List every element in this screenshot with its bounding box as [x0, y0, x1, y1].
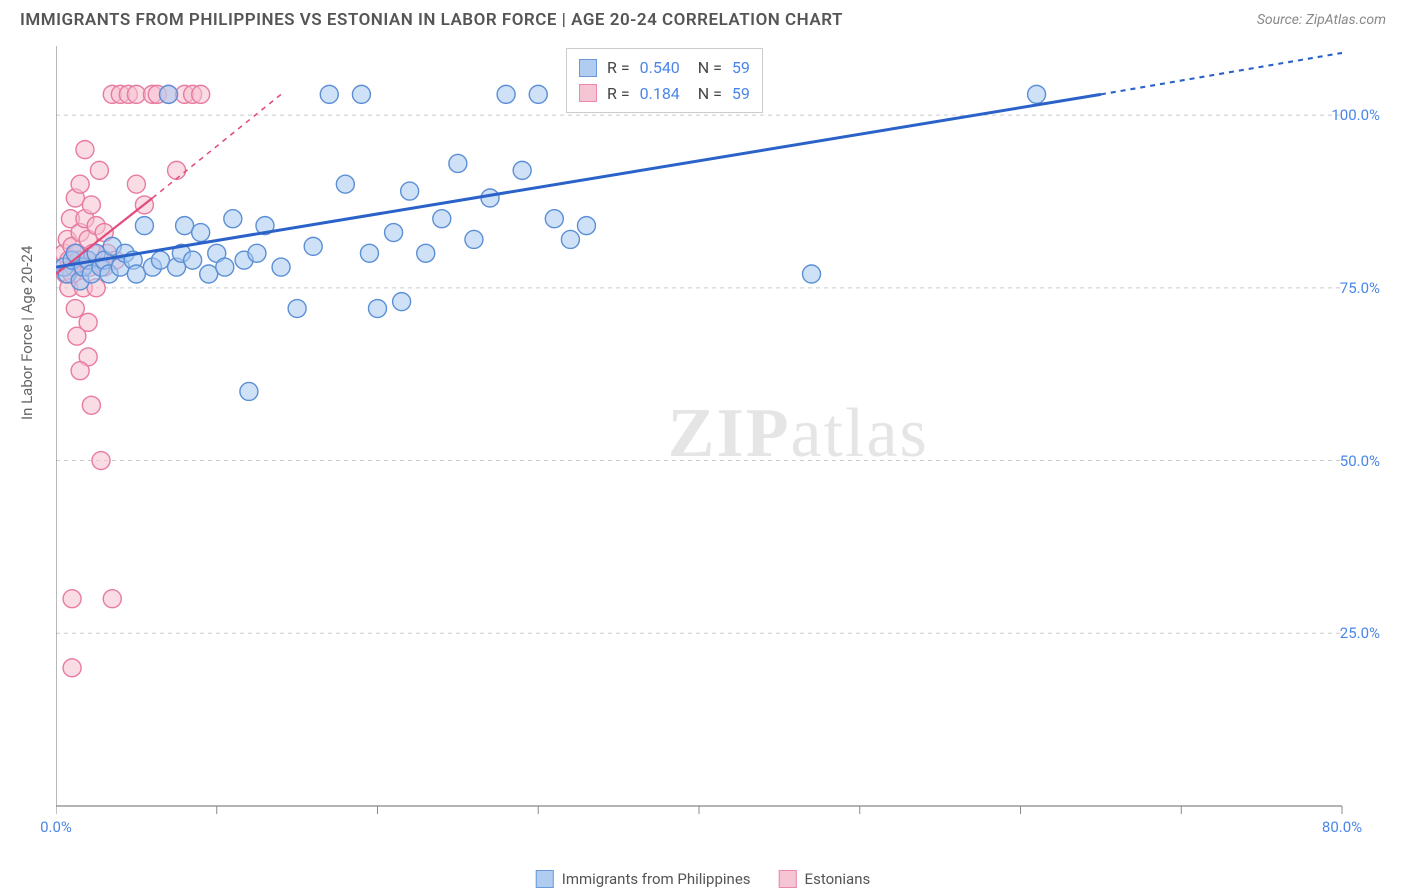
- stat-label-r: R =: [607, 81, 630, 107]
- legend-label-pink: Estonians: [805, 870, 871, 888]
- correlation-stats-box: R = 0.540 N = 59 R = 0.184 N = 59: [566, 48, 763, 113]
- y-tick-label: 25.0%: [1340, 624, 1380, 642]
- y-tick-label: 75.0%: [1340, 279, 1380, 297]
- y-tick-label: 50.0%: [1340, 452, 1380, 470]
- x-tick-label: 80.0%: [1322, 818, 1362, 836]
- swatch-pink: [579, 84, 597, 102]
- stats-row-pink: R = 0.184 N = 59: [579, 81, 750, 107]
- legend-swatch-blue: [536, 870, 554, 888]
- legend-item-pink: Estonians: [779, 870, 871, 888]
- page-title: IMMIGRANTS FROM PHILIPPINES VS ESTONIAN …: [20, 10, 843, 30]
- stat-n-pink: 59: [732, 81, 750, 107]
- stat-label-n: N =: [690, 81, 722, 107]
- legend-label-blue: Immigrants from Philippines: [562, 870, 751, 888]
- y-axis-label: In Labor Force | Age 20-24: [18, 246, 36, 420]
- scatter-plot: [56, 46, 1386, 836]
- legend-swatch-pink: [779, 870, 797, 888]
- swatch-blue: [579, 59, 597, 77]
- y-tick-label: 100.0%: [1331, 106, 1380, 124]
- legend: Immigrants from Philippines Estonians: [536, 870, 871, 888]
- x-tick-label: 0.0%: [40, 818, 72, 836]
- stats-row-blue: R = 0.540 N = 59: [579, 55, 750, 81]
- stat-label-n: N =: [690, 55, 722, 81]
- source-attribution: Source: ZipAtlas.com: [1257, 12, 1386, 28]
- legend-item-blue: Immigrants from Philippines: [536, 870, 751, 888]
- stat-n-blue: 59: [732, 55, 750, 81]
- stat-r-blue: 0.540: [640, 55, 680, 81]
- chart-area: R = 0.540 N = 59 R = 0.184 N = 59 ZIPatl…: [56, 46, 1386, 836]
- stat-label-r: R =: [607, 55, 630, 81]
- stat-r-pink: 0.184: [640, 81, 680, 107]
- header: IMMIGRANTS FROM PHILIPPINES VS ESTONIAN …: [0, 0, 1406, 36]
